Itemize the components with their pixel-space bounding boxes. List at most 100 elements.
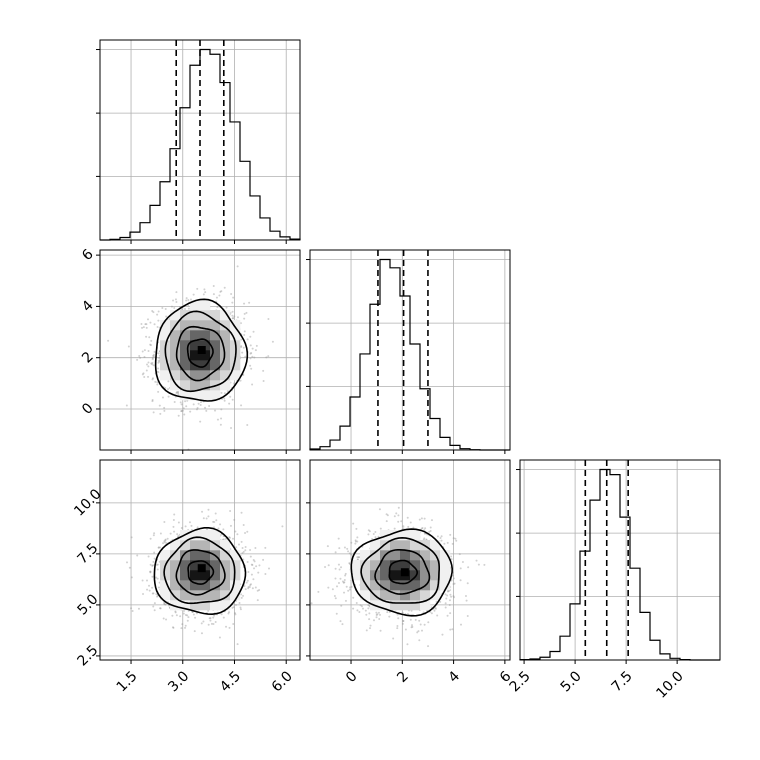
scatter-point [175, 391, 178, 394]
density-cell [410, 530, 421, 541]
scatter-point [253, 560, 256, 563]
scatter-point [337, 537, 340, 540]
scatter-point [200, 622, 203, 625]
scatter-point [350, 541, 353, 544]
scatter-point [250, 352, 253, 355]
histogram-series [519, 468, 720, 661]
scatter-point [172, 299, 175, 302]
scatter-point [205, 517, 208, 520]
scatter-point [233, 518, 236, 521]
scatter-point [107, 339, 110, 342]
scatter-point [327, 564, 330, 567]
scatter-point [348, 562, 351, 565]
scatter-point [252, 558, 255, 561]
scatter-point [157, 367, 160, 370]
scatter-point [402, 619, 405, 622]
scatter-point [369, 627, 372, 630]
scatter-point [201, 510, 204, 513]
density-cell [190, 570, 201, 581]
density-cell [440, 580, 451, 591]
x-tick-label: 3.0 [165, 668, 192, 695]
scatter-point [150, 362, 153, 365]
scatter-point [396, 625, 399, 628]
scatter-point [156, 383, 159, 386]
density-cell [220, 380, 231, 391]
scatter-point [397, 520, 400, 523]
density-cell [160, 370, 171, 381]
scatter-point [245, 311, 248, 314]
scatter-point [254, 586, 257, 589]
density-cell [210, 360, 221, 371]
scatter-point [171, 614, 174, 617]
density-panel-1 [96, 249, 301, 454]
y-tick-label: 0 [79, 400, 97, 418]
density-cell [180, 600, 191, 611]
density-cell [360, 560, 371, 571]
scatter-point [247, 585, 250, 588]
scatter-point [149, 344, 152, 347]
scatter-point [342, 581, 345, 584]
scatter-point [243, 312, 246, 315]
scatter-point [147, 365, 150, 368]
density-cell [350, 560, 361, 571]
scatter-point [379, 629, 382, 632]
density-cell [410, 560, 421, 571]
density-cell [360, 590, 371, 601]
scatter-point [453, 582, 456, 585]
scatter-point [412, 526, 415, 529]
scatter-point [155, 576, 158, 579]
scatter-point [367, 604, 370, 607]
scatter-point [459, 567, 462, 570]
scatter-point [362, 607, 365, 610]
scatter-point [281, 525, 284, 528]
density-cell [420, 600, 431, 611]
scatter-point [235, 546, 238, 549]
density-cell [190, 380, 201, 391]
density-cell [170, 340, 181, 351]
density-cell [390, 540, 401, 551]
density-cell [160, 590, 171, 601]
density-cell [190, 560, 201, 571]
scatter-point [443, 542, 446, 545]
density-cell [180, 570, 191, 581]
scatter-point [205, 409, 208, 412]
scatter-point [406, 516, 409, 519]
scatter-point [154, 380, 157, 383]
scatter-point [240, 404, 243, 407]
density-cell [360, 550, 371, 561]
scatter-point [241, 546, 244, 549]
scatter-point [209, 617, 212, 620]
scatter-point [409, 521, 412, 524]
scatter-point [461, 560, 464, 563]
scatter-point [256, 599, 259, 602]
density-cell [220, 590, 231, 601]
density-cell [200, 600, 211, 611]
scatter-point [268, 567, 271, 570]
scatter-point [317, 590, 320, 593]
scatter-point [375, 616, 378, 619]
scatter-point [172, 626, 175, 629]
scatter-point [377, 611, 380, 614]
density-cell [210, 340, 221, 351]
scatter-point [146, 318, 149, 321]
scatter-point [348, 552, 351, 555]
scatter-point [368, 604, 371, 607]
scatter-point [147, 555, 150, 558]
scatter-point [326, 545, 329, 548]
scatter-point [337, 581, 340, 584]
scatter-point [248, 301, 251, 304]
scatter-point [436, 535, 439, 538]
density-cell [200, 310, 211, 321]
scatter-point [184, 624, 187, 627]
scatter-point [355, 601, 358, 604]
scatter-point [452, 574, 455, 577]
scatter-point [156, 381, 159, 384]
scatter-point [231, 606, 234, 609]
scatter-point [152, 605, 155, 608]
scatter-point [450, 595, 453, 598]
scatter-point [414, 618, 417, 621]
density-cell [190, 370, 201, 381]
scatter-point [249, 352, 252, 355]
scatter-point [449, 612, 452, 615]
density-peak [197, 346, 206, 354]
